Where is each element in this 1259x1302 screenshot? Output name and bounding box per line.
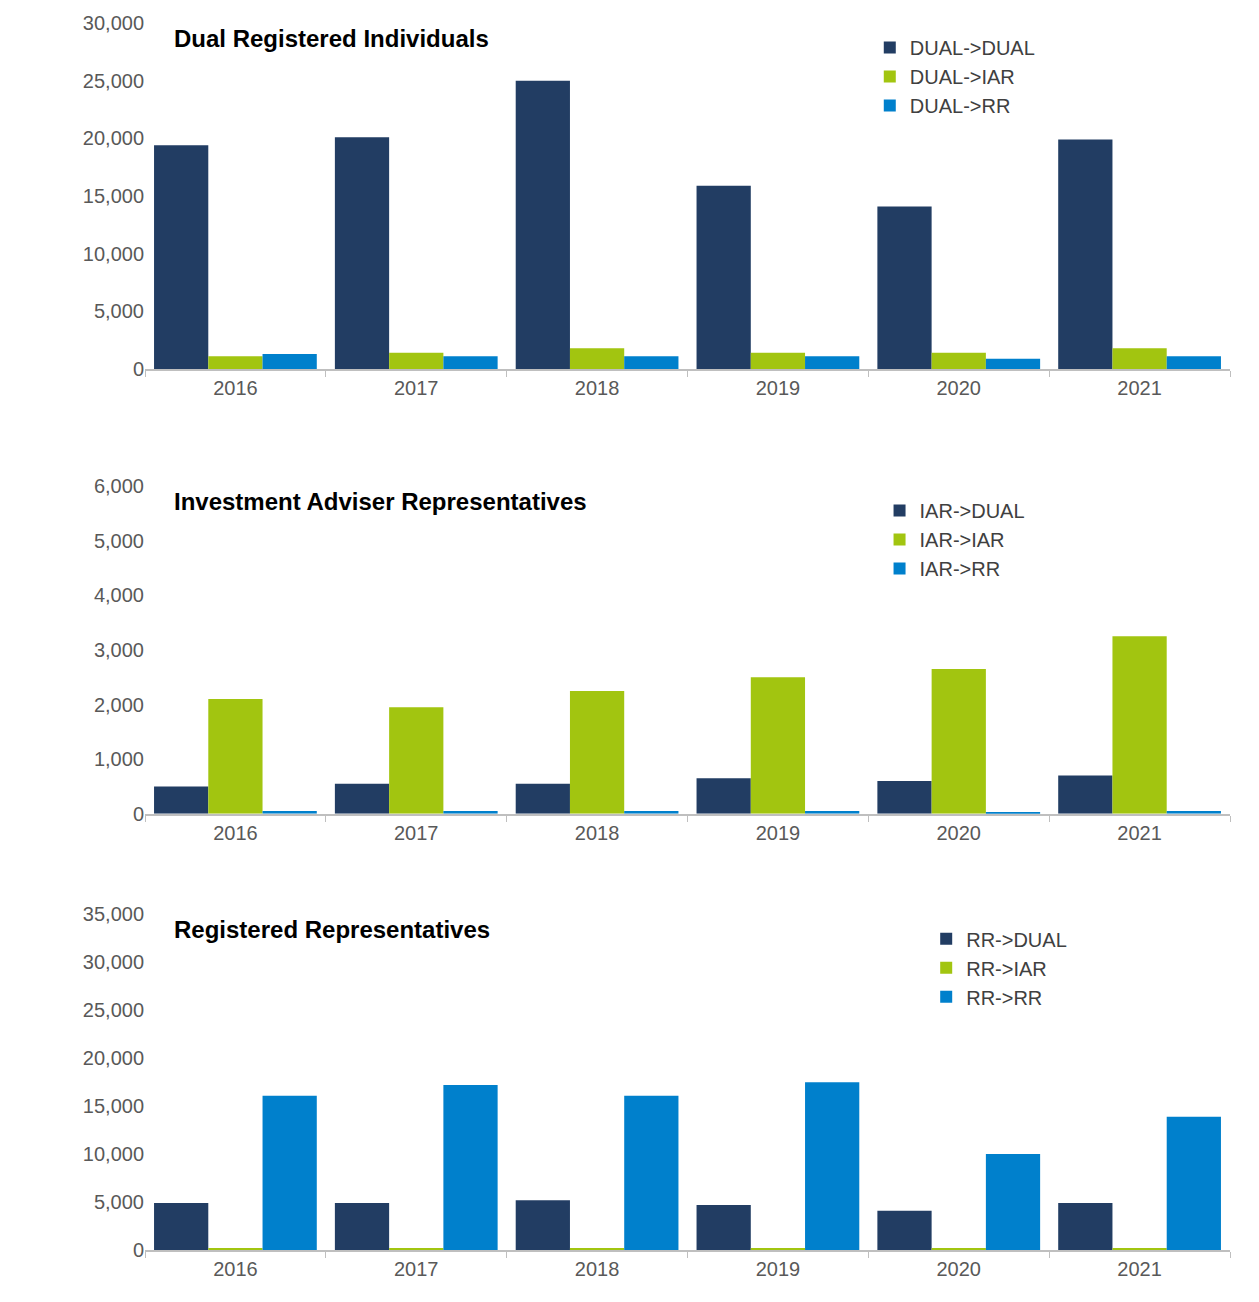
svg-text:2018: 2018: [575, 377, 620, 399]
svg-text:15,000: 15,000: [83, 1095, 144, 1117]
svg-text:30,000: 30,000: [83, 12, 144, 34]
svg-text:2021: 2021: [1117, 1258, 1162, 1280]
svg-text:2020: 2020: [937, 822, 982, 844]
svg-text:DUAL->RR: DUAL->RR: [910, 95, 1011, 117]
svg-text:5,000: 5,000: [94, 300, 144, 322]
svg-text:35,000: 35,000: [83, 903, 144, 925]
svg-text:2019: 2019: [756, 822, 801, 844]
svg-text:2017: 2017: [394, 377, 439, 399]
svg-text:IAR->IAR: IAR->IAR: [920, 529, 1005, 551]
svg-text:20,000: 20,000: [83, 1047, 144, 1069]
svg-text:25,000: 25,000: [83, 70, 144, 92]
svg-text:2018: 2018: [575, 1258, 620, 1280]
svg-text:2016: 2016: [213, 1258, 257, 1280]
svg-text:15,000: 15,000: [83, 185, 144, 207]
svg-text:2020: 2020: [937, 1258, 982, 1280]
svg-text:10,000: 10,000: [83, 243, 144, 265]
svg-text:0: 0: [133, 803, 144, 825]
svg-text:0: 0: [133, 1239, 144, 1261]
svg-text:Dual Registered Individuals: Dual Registered Individuals: [174, 25, 489, 52]
svg-text:Registered Representatives: Registered Representatives: [174, 916, 490, 943]
svg-text:5,000: 5,000: [94, 530, 144, 552]
svg-text:2020: 2020: [937, 377, 982, 399]
svg-text:20,000: 20,000: [83, 127, 144, 149]
svg-text:RR->RR: RR->RR: [966, 987, 1042, 1009]
svg-text:2016: 2016: [213, 377, 257, 399]
svg-text:2,000: 2,000: [94, 694, 144, 716]
svg-text:1,000: 1,000: [94, 748, 144, 770]
svg-text:RR->DUAL: RR->DUAL: [966, 929, 1067, 951]
svg-text:IAR->DUAL: IAR->DUAL: [920, 500, 1025, 522]
svg-text:3,000: 3,000: [94, 639, 144, 661]
svg-text:Investment Adviser Representat: Investment Adviser Representatives: [174, 488, 587, 515]
svg-text:2017: 2017: [394, 822, 439, 844]
svg-text:6,000: 6,000: [94, 475, 144, 497]
svg-text:RR->IAR: RR->IAR: [966, 958, 1047, 980]
svg-text:DUAL->IAR: DUAL->IAR: [910, 66, 1015, 88]
svg-text:4,000: 4,000: [94, 584, 144, 606]
svg-text:10,000: 10,000: [83, 1143, 144, 1165]
svg-text:2019: 2019: [756, 377, 801, 399]
svg-text:30,000: 30,000: [83, 951, 144, 973]
svg-text:2021: 2021: [1117, 822, 1162, 844]
svg-text:DUAL->DUAL: DUAL->DUAL: [910, 37, 1035, 59]
svg-text:2019: 2019: [756, 1258, 801, 1280]
svg-text:2016: 2016: [213, 822, 257, 844]
svg-text:2017: 2017: [394, 1258, 439, 1280]
svg-text:5,000: 5,000: [94, 1191, 144, 1213]
svg-text:0: 0: [133, 358, 144, 380]
svg-text:2018: 2018: [575, 822, 620, 844]
svg-text:IAR->RR: IAR->RR: [920, 558, 1001, 580]
svg-text:2021: 2021: [1117, 377, 1162, 399]
svg-text:25,000: 25,000: [83, 999, 144, 1021]
